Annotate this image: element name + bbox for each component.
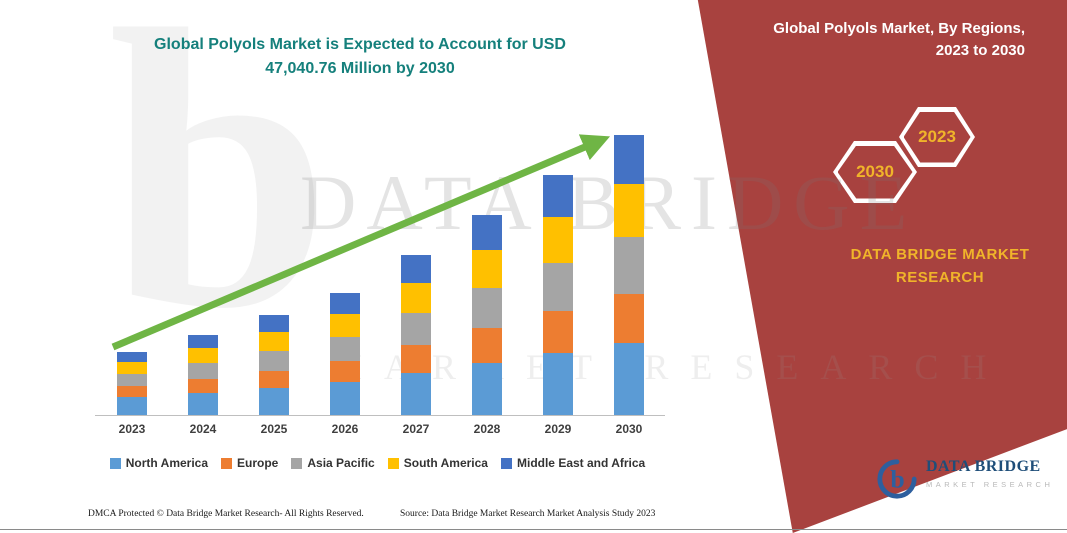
- bar-segment-asia-pacific: [614, 237, 644, 294]
- bar-segment-north-america: [117, 397, 147, 415]
- bar-segment-middle-east-and-africa: [543, 175, 573, 217]
- bar-segment-europe: [117, 386, 147, 397]
- legend-label: Europe: [237, 456, 279, 470]
- legend-swatch: [387, 457, 399, 469]
- stacked-bar-2026: [330, 293, 360, 415]
- x-axis-label-2025: 2025: [260, 422, 288, 436]
- legend: North America Europe Asia Pacific South Ame…: [80, 456, 675, 470]
- hexagon-2023: 2023: [899, 107, 975, 167]
- stacked-bar-2028: [472, 215, 502, 415]
- legend-item-middle-east-and-africa: Middle East and Africa: [500, 456, 646, 470]
- x-axis-label-2030: 2030: [615, 422, 643, 436]
- hexagon-border: 2023: [899, 107, 975, 167]
- footer-dmca-text: DMCA Protected © Data Bridge Market Rese…: [88, 509, 364, 519]
- bar-segment-middle-east-and-africa: [401, 255, 431, 283]
- x-axis-label-2024: 2024: [189, 422, 217, 436]
- stacked-bar-2023: [117, 352, 147, 415]
- logo-name: DATA BRIDGE: [926, 458, 1041, 475]
- stacked-bar-2029: [543, 175, 573, 415]
- chart-plot: 2023 2024 2025 2026 2027 2028 2029 2030: [95, 120, 665, 436]
- bar-segment-europe: [472, 328, 502, 363]
- legend-swatch: [500, 457, 512, 469]
- logo-subtitle: MARKET RESEARCH: [926, 480, 1054, 489]
- x-axis-label-2027: 2027: [402, 422, 430, 436]
- chart-title-line2: 47,040.76 Million by 2030: [265, 60, 455, 77]
- legend-item-europe: Europe: [221, 456, 278, 470]
- x-axis-label-2023: 2023: [118, 422, 146, 436]
- banner-title-line2: 2023 to 2030: [935, 41, 1025, 59]
- x-axis-label-2028: 2028: [473, 422, 501, 436]
- bar-segment-north-america: [259, 388, 289, 415]
- stacked-bar-2030: [614, 135, 644, 415]
- svg-text:b: b: [890, 465, 904, 494]
- bar-segment-asia-pacific: [401, 313, 431, 345]
- bar-segment-south-america: [472, 250, 502, 288]
- bar-segment-south-america: [188, 348, 218, 363]
- bar-segment-europe: [614, 294, 644, 343]
- bar-segment-north-america: [472, 363, 502, 415]
- bar-segment-north-america: [543, 353, 573, 415]
- legend-label: Asia Pacific: [307, 456, 375, 470]
- bar-segment-south-america: [543, 217, 573, 263]
- bar-segment-middle-east-and-africa: [117, 352, 147, 362]
- x-axis-label-2026: 2026: [331, 422, 359, 436]
- bar-segment-middle-east-and-africa: [259, 315, 289, 332]
- bar-segment-asia-pacific: [330, 337, 360, 361]
- stacked-bar-2027: [401, 255, 431, 415]
- footer-source-text: Source: Data Bridge Market Research Mark…: [400, 509, 656, 519]
- bar-segment-asia-pacific: [188, 363, 218, 379]
- chart-title: Global Polyols Market is Expected to Acc…: [95, 33, 625, 81]
- bar-segment-europe: [188, 379, 218, 393]
- brand-line2: RESEARCH: [895, 269, 985, 287]
- legend-item-asia-pacific: Asia Pacific: [291, 456, 375, 470]
- bar-segment-north-america: [614, 343, 644, 415]
- legend-label: North America: [125, 456, 209, 470]
- bar-segment-south-america: [401, 283, 431, 313]
- bar-segment-north-america: [401, 373, 431, 415]
- bar-segment-asia-pacific: [543, 263, 573, 311]
- hexagon-2030: 2030: [833, 141, 917, 203]
- legend-swatch: [221, 457, 233, 469]
- databridge-logo-text: DATA BRIDGE MARKET RESEARCH: [926, 458, 1053, 489]
- bar-segment-middle-east-and-africa: [614, 135, 644, 184]
- legend-item-south-america: South America: [387, 456, 488, 470]
- legend-item-north-america: North America: [109, 456, 209, 470]
- bar-segment-middle-east-and-africa: [472, 215, 502, 250]
- databridge-logo-icon: b: [876, 458, 918, 505]
- hexagon-year-label: 2023: [903, 111, 971, 163]
- bar-segment-europe: [330, 361, 360, 382]
- bar-segment-europe: [543, 311, 573, 353]
- bar-segment-south-america: [117, 362, 147, 374]
- databridge-logo: b DATA BRIDGE MARKET RESEARCH: [876, 458, 1053, 505]
- bar-segment-middle-east-and-africa: [188, 335, 218, 348]
- x-axis-label-2029: 2029: [544, 422, 572, 436]
- bar-segment-south-america: [259, 332, 289, 351]
- bar-segment-south-america: [614, 184, 644, 237]
- banner-brand-text: DATA BRIDGE MARKET RESEARCH: [822, 243, 1058, 290]
- bar-segment-asia-pacific: [472, 288, 502, 328]
- bar-segment-north-america: [188, 393, 218, 415]
- bar-segment-south-america: [330, 314, 360, 337]
- chart-title-line1: Global Polyols Market is Expected to Acc…: [154, 36, 566, 53]
- stacked-bar-2024: [188, 335, 218, 415]
- stacked-bar-2025: [259, 315, 289, 415]
- banner-title-line1: Global Polyols Market, By Regions,: [773, 20, 1025, 37]
- legend-label: Middle East and Africa: [516, 456, 646, 470]
- legend-label: South America: [403, 456, 488, 470]
- bar-segment-asia-pacific: [259, 351, 289, 371]
- bar-segment-europe: [401, 345, 431, 373]
- banner-title: Global Polyols Market, By Regions, 2023 …: [725, 18, 1025, 62]
- bar-segment-north-america: [330, 382, 360, 415]
- bar-segment-asia-pacific: [117, 374, 147, 386]
- bar-segment-europe: [259, 371, 289, 388]
- legend-swatch: [109, 457, 121, 469]
- brand-line1: DATA BRIDGE MARKET: [850, 246, 1030, 263]
- legend-swatch: [291, 457, 303, 469]
- footer-divider: [0, 529, 1067, 530]
- bar-segment-middle-east-and-africa: [330, 293, 360, 314]
